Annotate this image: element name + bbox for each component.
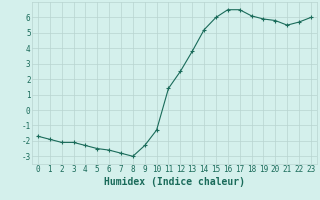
X-axis label: Humidex (Indice chaleur): Humidex (Indice chaleur) — [104, 177, 245, 187]
